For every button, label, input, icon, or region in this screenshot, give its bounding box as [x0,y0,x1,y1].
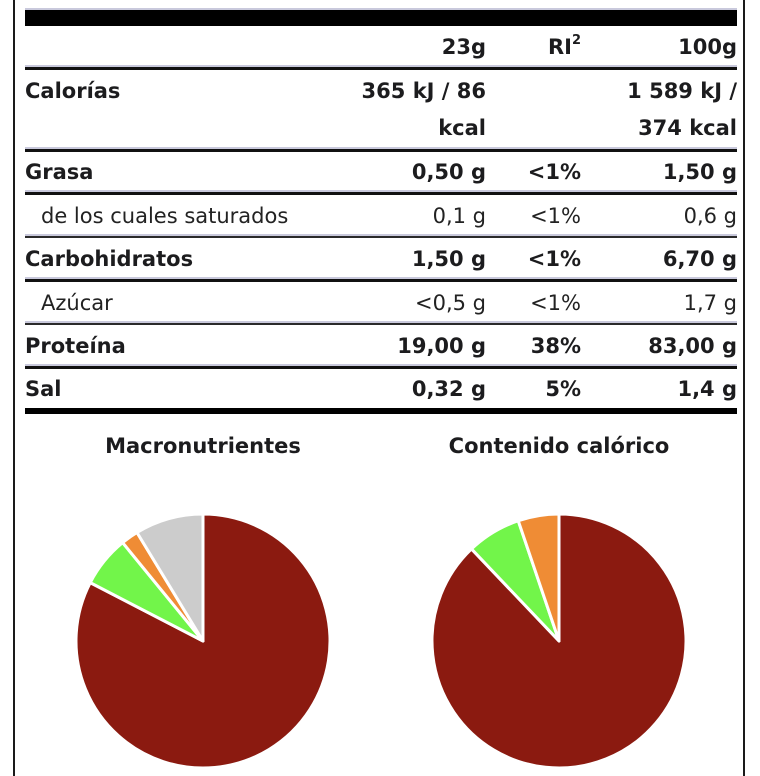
header-ri: RI2 [548,28,581,66]
table-row-carbohidratos: Carbohidratos 1,50 g <1% 6,70 g [25,238,737,282]
pie-chart-macronutrientes [74,512,332,770]
calories-portion-line2: kcal [438,116,486,140]
header-portion: 23g [441,35,486,59]
row-portion: 1,50 g [411,247,486,271]
top-thick-rule [25,10,737,26]
pie-slice-grasa [516,512,561,643]
header-ri-text: RI [547,35,572,59]
chart-title-contenido-calorico: Contenido calórico [448,434,670,458]
row-separator [25,192,737,195]
row-label: Azúcar [41,291,113,315]
row-label: Calorías [25,79,121,103]
row-portion: 0,50 g [411,160,486,184]
nutrition-table: 23g RI2 100g Calorías 365 kJ / 86 kcal 1… [25,26,737,409]
row-label: Proteína [25,334,126,358]
row-100g: 1,50 g [662,160,737,184]
row-separator [25,149,737,152]
row-100g: 1,4 g [677,377,737,401]
row-separator [25,323,737,325]
row-ri: <1% [530,204,581,228]
calories-100g-line2: 374 kcal [638,116,737,140]
row-separator [25,67,737,70]
pie-chart-contenido-calorico [430,512,688,770]
row-portion: <0,5 g [415,291,486,315]
label-frame [13,0,745,776]
row-separator [25,279,737,282]
row-ri: <1% [527,247,581,271]
row-portion: 0,1 g [432,204,486,228]
pie-slice-otros [135,512,205,643]
table-row-saturados: de los cuales saturados 0,1 g <1% 0,6 g [25,195,737,238]
row-label: Grasa [25,160,94,184]
table-row-grasa: Grasa 0,50 g <1% 1,50 g [25,152,737,195]
header-100g: 100g [678,35,737,59]
row-100g: 0,6 g [683,204,737,228]
row-portion: 0,32 g [411,377,486,401]
row-label: Sal [25,377,62,401]
chart-title-macronutrientes: Macronutrientes [105,434,301,458]
row-ri: <1% [527,160,581,184]
row-ri: <1% [530,291,581,315]
table-row-azucar: Azúcar <0,5 g <1% 1,7 g [25,282,737,325]
row-separator [25,236,737,238]
row-label: Carbohidratos [25,247,194,271]
row-portion: 19,00 g [397,334,486,358]
header-ri-sup: 2 [571,33,581,48]
bottom-thick-rule [25,408,737,414]
row-separator [25,366,737,369]
row-100g: 1,7 g [683,291,737,315]
calories-portion-line1: 365 kJ / 86 [361,79,486,103]
row-ri: 38% [530,334,581,358]
calories-100g-line1: 1 589 kJ / [627,79,737,103]
row-100g: 6,70 g [662,247,737,271]
table-header-row: 23g RI2 100g [25,26,737,70]
row-ri: 5% [545,377,581,401]
row-label: de los cuales saturados [41,204,289,228]
row-100g: 83,00 g [648,334,737,358]
table-row-calorias: Calorías 365 kJ / 86 kcal 1 589 kJ / 374… [25,70,737,152]
table-row-sal: Sal 0,32 g 5% 1,4 g [25,369,737,409]
table-row-proteina: Proteína 19,00 g 38% 83,00 g [25,325,737,369]
